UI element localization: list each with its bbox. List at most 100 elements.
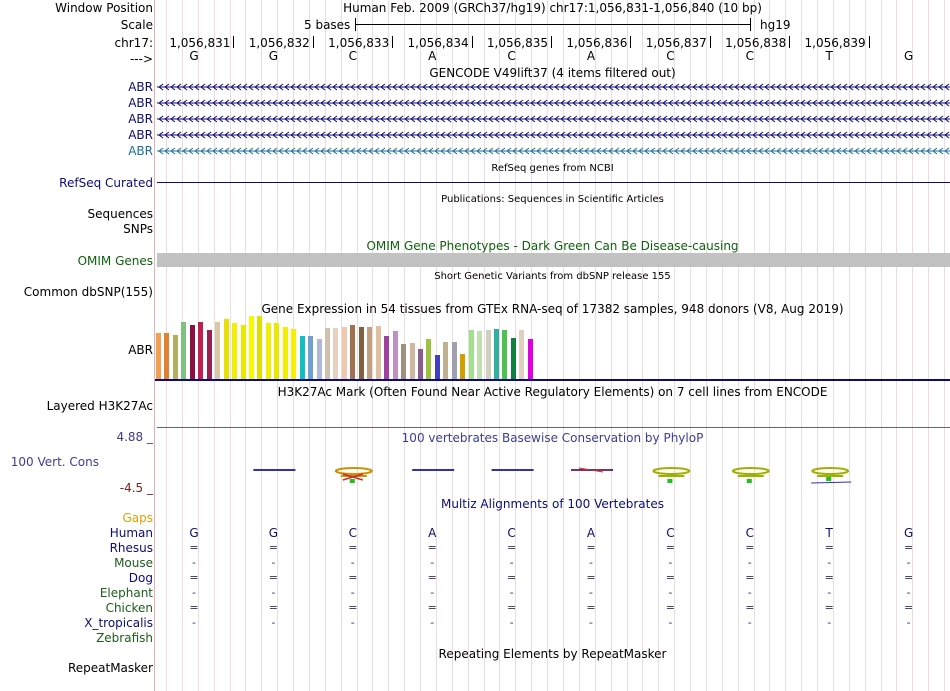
- base-letter: G: [903, 49, 914, 63]
- gtex-tissue-bar[interactable]: [232, 323, 238, 379]
- gtex-tissue-bar[interactable]: [156, 333, 161, 379]
- gtex-tissue-bar[interactable]: [299, 336, 305, 379]
- h3k27ac-track-label[interactable]: Layered H3K27Ac: [46, 399, 153, 413]
- omim-track-label[interactable]: OMIM Genes: [77, 254, 153, 268]
- multiz-species-label[interactable]: Mouse: [114, 556, 153, 570]
- multiz-species-label[interactable]: Zebrafish: [96, 631, 153, 645]
- gtex-tissue-bar[interactable]: [485, 330, 491, 379]
- gencode-item-label[interactable]: ABR: [128, 96, 153, 110]
- gencode-transcript-line[interactable]: [157, 83, 950, 91]
- gencode-transcript-line[interactable]: [157, 99, 950, 107]
- multiz-match-symbol: -: [589, 556, 593, 569]
- multiz-match-symbol: -: [747, 556, 752, 569]
- phylop-base-logo[interactable]: [652, 467, 691, 483]
- multiz-species-label[interactable]: Elephant: [99, 586, 153, 600]
- multiz-species-label[interactable]: Rhesus: [109, 541, 153, 555]
- repeatmasker-track-label[interactable]: RepeatMasker: [67, 661, 153, 675]
- publications-snps-label[interactable]: SNPs: [123, 222, 153, 236]
- gtex-tissue-bar[interactable]: [325, 328, 330, 379]
- gtex-tissue-bar[interactable]: [426, 339, 432, 379]
- gtex-tissue-bar[interactable]: [341, 327, 347, 379]
- multiz-match-symbol: =: [665, 541, 675, 554]
- phylop-base-logo[interactable]: [731, 467, 770, 483]
- gtex-tissue-bar[interactable]: [257, 316, 263, 379]
- multiz-species-label[interactable]: Human: [109, 526, 153, 540]
- phylop-base-logo[interactable]: [811, 467, 852, 484]
- gtex-tissue-bar[interactable]: [477, 331, 483, 379]
- multiz-match-symbol: =: [586, 601, 596, 614]
- multiz-match-symbol: -: [906, 556, 911, 569]
- gtex-tissue-bar[interactable]: [206, 330, 212, 379]
- gencode-transcript-line[interactable]: [157, 115, 950, 123]
- multiz-gaps-label[interactable]: Gaps: [122, 511, 153, 525]
- h3k27ac-baseline: [157, 427, 950, 428]
- strand-toggle[interactable]: --->: [129, 52, 153, 66]
- phylop-base-logo[interactable]: [491, 469, 534, 471]
- gtex-tissue-bar[interactable]: [198, 322, 204, 379]
- gtex-tissue-bar[interactable]: [510, 338, 516, 379]
- gtex-tissue-bar[interactable]: [367, 327, 373, 379]
- gtex-tissue-bar[interactable]: [519, 330, 525, 379]
- gtex-tissue-bar[interactable]: [189, 325, 195, 379]
- refseq-track-label[interactable]: RefSeq Curated: [59, 176, 153, 190]
- gencode-transcript-line[interactable]: [157, 131, 950, 139]
- phylop-base-logo[interactable]: [334, 467, 373, 483]
- gtex-tissue-bar[interactable]: [333, 328, 339, 379]
- gtex-tissue-bar[interactable]: [409, 343, 415, 379]
- gtex-tissue-bar[interactable]: [502, 330, 508, 379]
- gtex-tissue-bar[interactable]: [164, 333, 170, 379]
- gencode-item-label[interactable]: ABR: [128, 80, 153, 94]
- gtex-tissue-bar[interactable]: [282, 327, 288, 379]
- multiz-match-symbol: =: [903, 601, 914, 614]
- dbsnp-track-label[interactable]: Common dbSNP(155): [23, 285, 153, 299]
- gtex-tissue-bar[interactable]: [384, 336, 390, 379]
- multiz-match-symbol: -: [192, 556, 196, 569]
- gencode-transcript-line[interactable]: [157, 147, 950, 155]
- phylop-base-logo[interactable]: [412, 469, 455, 471]
- guide-line: [372, 0, 373, 691]
- phylop-base-logo[interactable]: [253, 469, 296, 471]
- gencode-item-label[interactable]: ABR: [128, 144, 153, 158]
- phylop-track-label[interactable]: 100 Vert. Cons: [10, 455, 99, 469]
- multiz-human-base: C: [507, 526, 516, 540]
- gtex-tissue-bar[interactable]: [468, 330, 474, 379]
- gencode-item-label[interactable]: ABR: [128, 112, 153, 126]
- phylop-logo-svg[interactable]: [155, 460, 950, 500]
- multiz-species-label[interactable]: Chicken: [105, 601, 153, 615]
- gtex-tissue-bar[interactable]: [350, 325, 356, 379]
- gtex-tissue-bar[interactable]: [392, 331, 398, 379]
- gtex-tissue-bar[interactable]: [494, 329, 499, 379]
- multiz-match-symbol: =: [268, 541, 278, 554]
- publications-sequences-label[interactable]: Sequences: [87, 207, 153, 221]
- gencode-item-label[interactable]: ABR: [128, 128, 153, 142]
- omim-gene-block[interactable]: [157, 253, 950, 267]
- gtex-tissue-bar[interactable]: [401, 344, 406, 379]
- gtex-tissue-bar[interactable]: [265, 323, 271, 379]
- gtex-tissue-bar[interactable]: [358, 327, 364, 379]
- gtex-tissue-bar[interactable]: [443, 342, 449, 379]
- multiz-species-label[interactable]: X_tropicalis: [84, 616, 153, 630]
- gtex-track-label[interactable]: ABR: [128, 343, 153, 357]
- phylop-base-logo[interactable]: [571, 467, 613, 473]
- gtex-tissue-bar[interactable]: [248, 316, 254, 379]
- gtex-tissue-bar[interactable]: [240, 325, 246, 379]
- multiz-match-symbol: -: [668, 556, 673, 569]
- gtex-tissue-bar[interactable]: [451, 342, 457, 379]
- refseq-gene-line[interactable]: [157, 182, 950, 183]
- gtex-tissue-bar[interactable]: [172, 335, 178, 379]
- gtex-tissue-bar[interactable]: [434, 355, 440, 379]
- coordinate-tick: [312, 36, 314, 48]
- gtex-tissue-bar[interactable]: [223, 319, 229, 379]
- gtex-tissue-bar[interactable]: [181, 322, 187, 379]
- guide-line: [944, 0, 945, 691]
- gtex-tissue-bar[interactable]: [527, 339, 533, 379]
- gtex-tissue-bar[interactable]: [274, 323, 280, 379]
- gtex-tissue-bar[interactable]: [215, 322, 221, 379]
- gtex-tissue-bar[interactable]: [291, 329, 297, 379]
- multiz-species-label[interactable]: Dog: [128, 571, 153, 585]
- gtex-tissue-bar[interactable]: [375, 326, 381, 379]
- gtex-tissue-bar[interactable]: [460, 354, 466, 379]
- gtex-tissue-bar[interactable]: [417, 349, 423, 379]
- gtex-tissue-bar[interactable]: [316, 339, 322, 379]
- gtex-tissue-bar[interactable]: [308, 336, 314, 379]
